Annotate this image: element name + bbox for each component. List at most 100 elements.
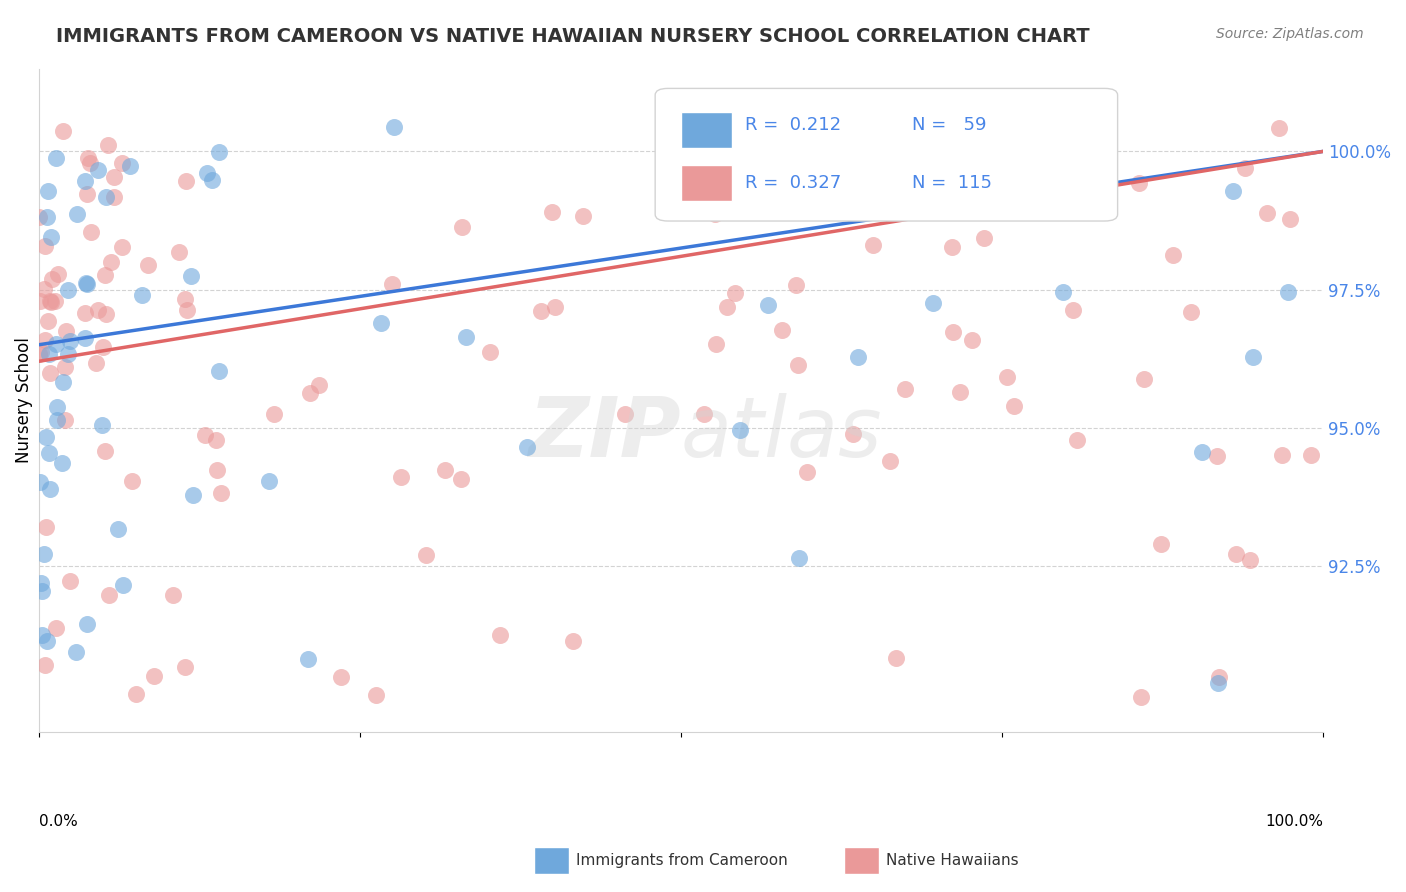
Point [107,522,129,536]
Point [330,670,353,684]
Point [1066,433,1088,447]
Point [34,333,56,347]
Point [770,323,793,337]
Point [1225,547,1247,561]
Text: atlas: atlas [681,392,883,474]
Point [1256,205,1278,219]
Point [39,295,62,310]
Text: ZIP: ZIP [529,392,681,474]
Point [614,408,637,422]
Point [960,333,983,347]
Point [716,300,738,314]
Point [44,293,66,308]
Y-axis label: Nursery School: Nursery School [15,337,32,463]
Point [516,440,538,454]
Point [87,162,110,177]
Point [208,145,231,159]
Point [995,370,1018,384]
Point [1128,176,1150,190]
Point [530,304,553,318]
Point [1234,161,1257,176]
FancyBboxPatch shape [681,165,733,201]
Point [53,359,76,374]
Point [451,220,474,235]
Point [37,633,59,648]
Point [28,347,51,361]
Point [143,669,166,683]
Point [1299,448,1322,462]
Point [209,486,232,500]
Point [121,475,143,489]
Point [32,547,55,561]
Point [259,474,281,488]
Point [785,278,807,293]
Point [949,384,972,399]
Point [73,331,96,345]
Text: 100.0%: 100.0% [1265,814,1323,830]
Point [167,244,190,259]
Point [1163,248,1185,262]
Point [1208,670,1230,684]
Point [884,198,907,212]
Point [1180,305,1202,319]
Point [76,186,98,201]
Point [543,301,565,315]
Point [1062,302,1084,317]
Point [38,366,60,380]
Point [724,285,747,300]
Point [46,401,69,415]
Point [125,687,148,701]
Point [34,657,56,672]
Point [205,433,228,447]
Point [35,519,58,533]
FancyBboxPatch shape [655,88,1118,221]
Point [176,303,198,318]
Point [1206,449,1229,463]
Point [45,336,67,351]
Point [180,268,202,283]
Point [787,358,810,372]
Point [174,174,197,188]
Point [131,288,153,302]
Point [298,386,321,401]
Point [973,231,995,245]
Point [53,412,76,426]
Point [103,190,125,204]
Point [96,307,118,321]
Point [37,211,59,225]
Point [91,340,114,354]
Point [51,456,73,470]
Point [1080,148,1102,162]
Point [39,482,62,496]
Point [52,376,75,390]
Point [45,151,67,165]
Point [879,453,901,467]
Point [173,292,195,306]
Point [434,463,457,477]
Point [941,239,963,253]
Point [297,652,319,666]
Point [90,417,112,432]
Point [97,138,120,153]
Point [1271,449,1294,463]
Point [1279,212,1302,227]
Point [1277,285,1299,299]
Point [112,578,135,592]
Point [571,209,593,223]
Point [456,330,478,344]
Point [884,651,907,665]
Text: Native Hawaiians: Native Hawaiians [886,854,1018,868]
Point [38,293,60,308]
Point [1191,444,1213,458]
Point [382,120,405,134]
Point [38,347,60,361]
Point [194,428,217,442]
Point [173,660,195,674]
Point [1132,372,1154,386]
Point [73,306,96,320]
Point [922,295,945,310]
Point [79,225,101,239]
Point [703,207,725,221]
Text: N =  115: N = 115 [912,174,993,192]
Point [111,156,134,170]
